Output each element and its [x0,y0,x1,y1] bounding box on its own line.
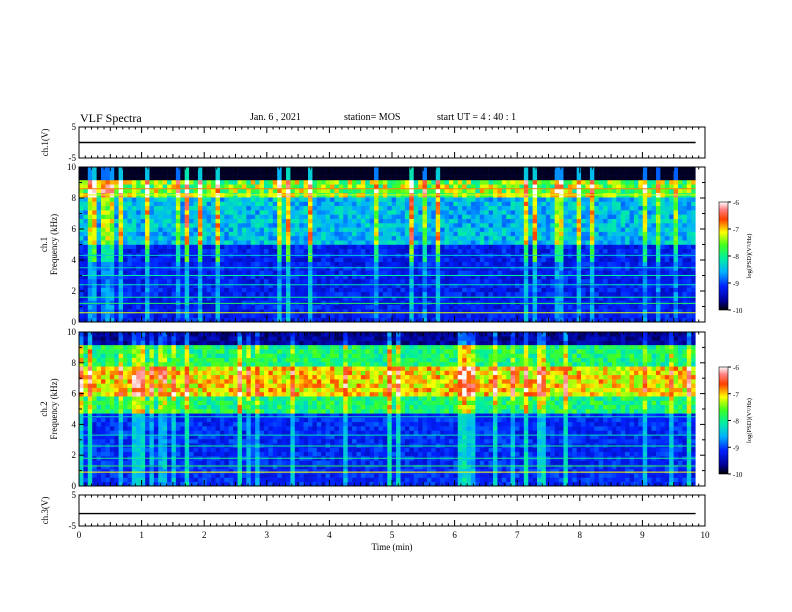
y-tick-label: 2 [72,450,77,460]
colorbar-tick-label: -7 [733,391,739,399]
y-tick-label: 5 [72,490,77,500]
colorbar: -6 -7 -8 -9 -10 log(PSD)(V²/Hz) [718,364,753,479]
x-tick-label: 10 [701,530,711,540]
y-tick-label: 0 [72,481,77,491]
x-tick-label: 7 [515,530,520,540]
y-tick-label: 8 [72,193,77,203]
x-tick-label: 1 [139,530,144,540]
y-tick-label: 5 [72,122,77,132]
x-tick-label: 6 [452,530,457,540]
y-tick-label: 8 [72,358,77,368]
x-tick-label: 2 [202,530,207,540]
colorbar-tick-label: -8 [733,418,739,426]
y-tick-label: 0 [72,317,77,327]
y-tick-label: -5 [69,153,77,163]
y-tick-label: 2 [72,286,77,296]
y-axis-label: ch.1(V) [40,129,50,157]
y-axis-label: ch.3(V) [40,497,50,525]
colorbar-tick-label: -6 [733,364,739,372]
colorbar-tick-label: -7 [733,226,739,234]
start-ut-label: start UT = 4 : 40 : 1 [437,112,517,123]
y-tick-label: 10 [67,162,77,172]
colorbar-scale [718,201,729,311]
colorbar-tick-label: -9 [733,444,739,452]
spectrogram-ch2 [79,332,705,487]
x-tick-label: 9 [640,530,645,540]
y-tick-label: 4 [72,419,77,429]
y-tick-label: 6 [72,224,77,234]
y-axis-label-channel: ch.2 [39,401,49,416]
y-tick-label: 4 [72,255,77,265]
colorbar: -6 -7 -8 -9 -10 log(PSD)(V²/Hz) [718,199,753,315]
colorbar-label: log(PSD)(V²/Hz) [746,234,753,279]
x-tick-label: 0 [77,530,82,540]
colorbar-tick-label: -9 [733,280,739,288]
chart-title: VLF Spectra [80,111,142,125]
y-tick-label: 6 [72,389,77,399]
colorbar-scale [718,366,729,475]
y-axis-label-frequency: Frequency (kHz) [49,378,59,439]
colorbar-tick-label: -8 [733,253,739,261]
y-axis-label-frequency: Frequency (kHz) [49,214,59,275]
x-tick-label: 5 [390,530,395,540]
colorbar-tick-label: -10 [733,471,743,479]
colorbar-label: log(PSD)(V²/Hz) [746,398,753,443]
date-label: Jan. 6 , 2021 [250,112,301,123]
x-axis-label: Time (min) [372,542,413,552]
y-axis-label-channel: ch.1 [39,237,49,252]
x-tick-label: 3 [265,530,270,540]
spectrogram-ch1 [79,167,705,323]
colorbar-tick-label: -6 [733,199,739,207]
x-tick-label: 8 [578,530,583,540]
y-tick-label: -5 [69,521,77,531]
colorbar-tick-label: -10 [733,307,743,315]
station-label: station= MOS [344,112,401,123]
x-tick-label: 4 [327,530,332,540]
y-tick-label: 10 [67,327,77,337]
